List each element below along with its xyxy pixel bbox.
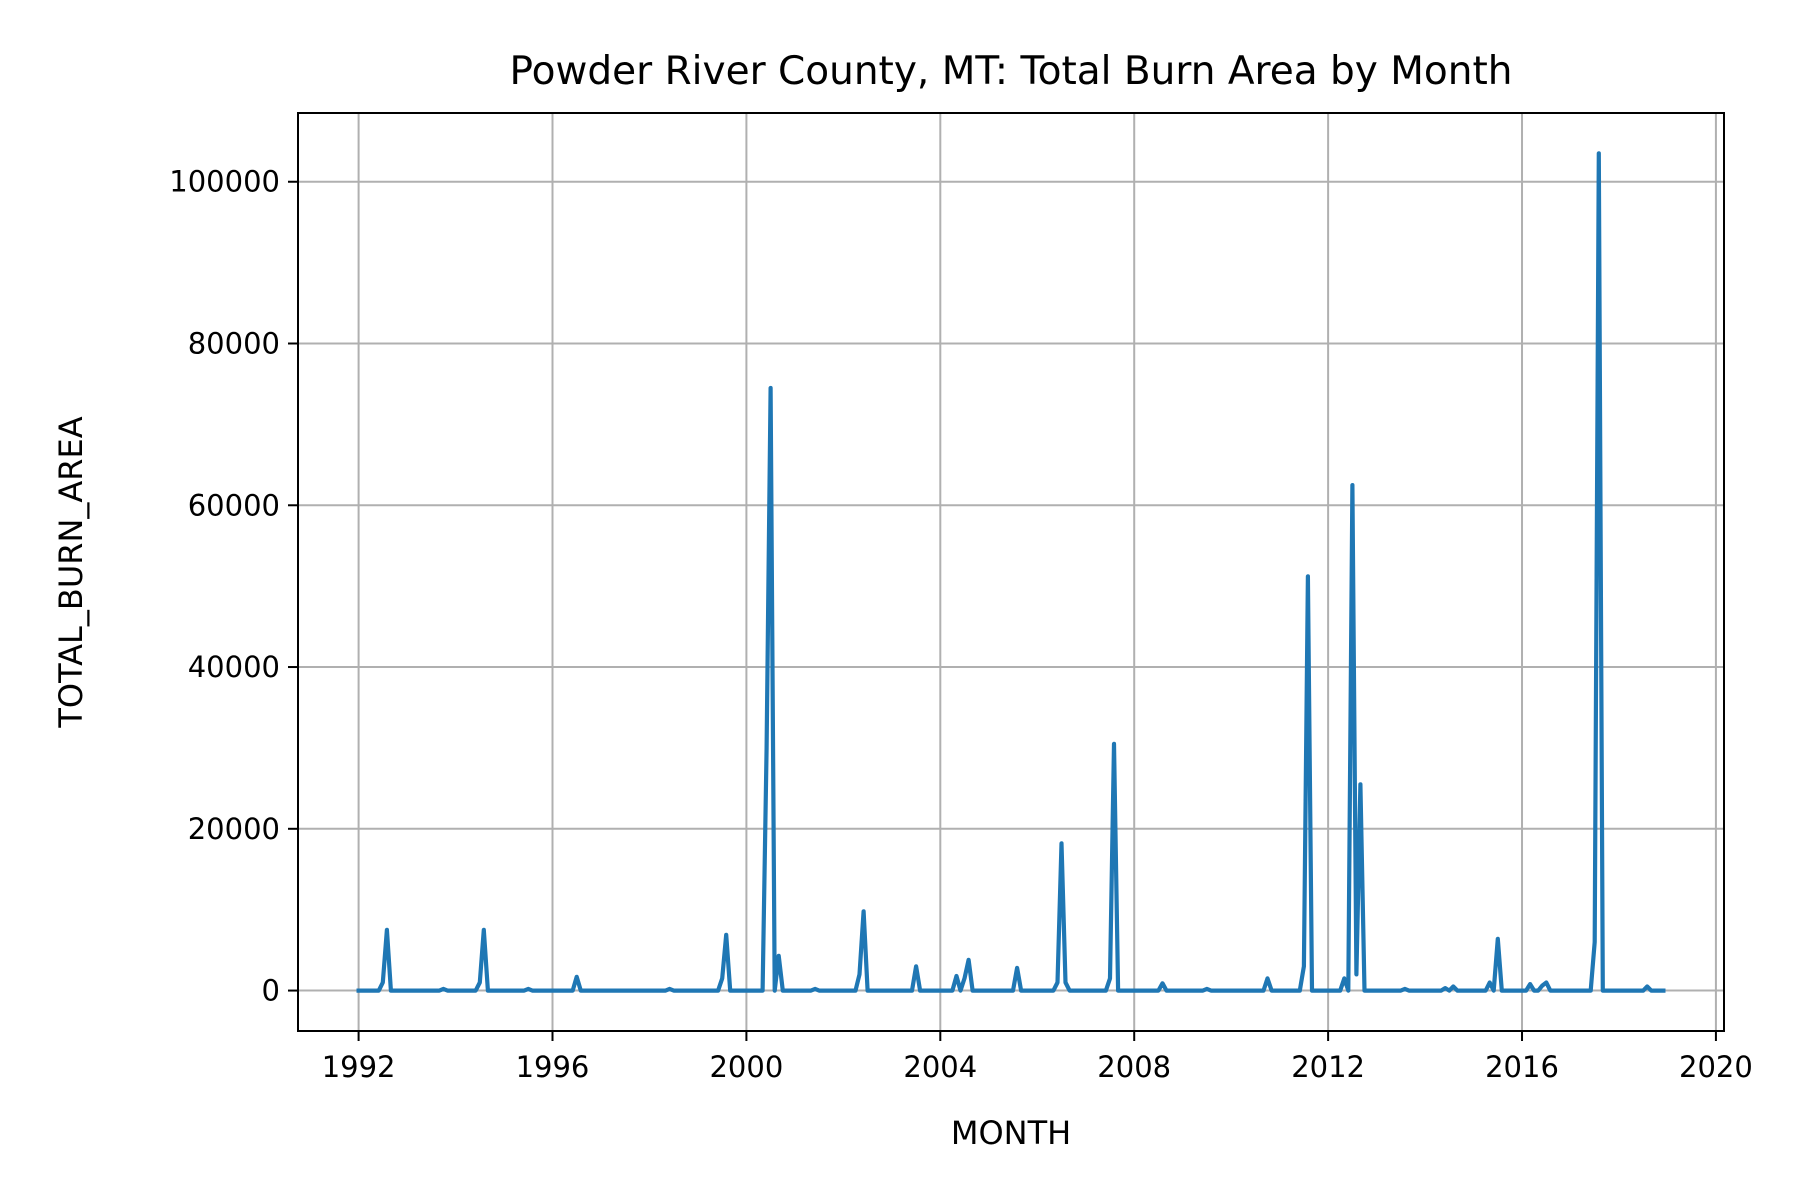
x-axis-label: MONTH	[951, 1114, 1071, 1152]
series-line	[356, 151, 1666, 993]
y-tick-label: 100000	[169, 165, 280, 199]
x-tick-label: 2020	[1679, 1050, 1753, 1084]
axis-ticks: 1992 1996 2000 2004 2008 2012 2016 2020 0 20000 40…	[169, 165, 1753, 1084]
chart-title: Powder River County, MT: Total Burn Area…	[510, 49, 1513, 94]
y-tick-label: 40000	[188, 650, 280, 684]
x-tick-label: 2000	[709, 1050, 783, 1084]
y-tick-label: 60000	[188, 488, 280, 522]
axes-frame	[297, 112, 1725, 1032]
x-tick-label: 1992	[322, 1050, 396, 1084]
x-tick-label: 2004	[903, 1050, 977, 1084]
y-axis-label: TOTAL_BURN_AREA	[52, 416, 90, 728]
y-tick-label: 20000	[188, 812, 280, 846]
x-tick-label: 2016	[1485, 1050, 1559, 1084]
y-tick-label: 80000	[188, 327, 280, 361]
x-tick-label: 2008	[1097, 1050, 1171, 1084]
plot-area	[356, 151, 1666, 993]
x-tick-label: 1996	[516, 1050, 590, 1084]
y-tick-label: 0	[262, 974, 280, 1008]
x-tick-label: 2012	[1291, 1050, 1365, 1084]
